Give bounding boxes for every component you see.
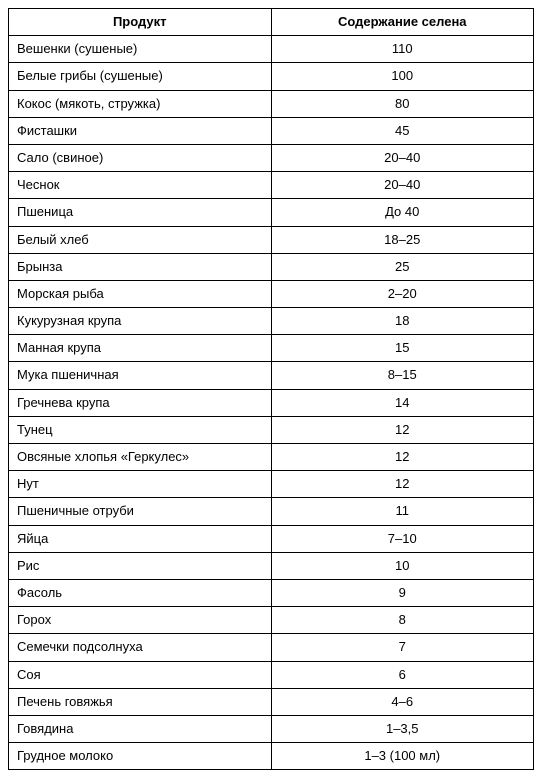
cell-value: 25 (271, 253, 534, 280)
cell-product: Сало (свиное) (9, 144, 272, 171)
table-row: Рис10 (9, 552, 534, 579)
cell-product: Морская рыба (9, 280, 272, 307)
cell-value: 80 (271, 90, 534, 117)
table-body: Вешенки (сушеные)110Белые грибы (сушеные… (9, 36, 534, 770)
table-row: Сало (свиное)20–40 (9, 144, 534, 171)
table-row: Нут12 (9, 471, 534, 498)
cell-product: Рис (9, 552, 272, 579)
table-row: Морская рыба2–20 (9, 280, 534, 307)
table-row: Грудное молоко1–3 (100 мл) (9, 743, 534, 770)
table-row: Тунец12 (9, 416, 534, 443)
cell-product: Фасоль (9, 579, 272, 606)
cell-product: Яйца (9, 525, 272, 552)
cell-product: Кокос (мякоть, стружка) (9, 90, 272, 117)
table-row: Белый хлеб18–25 (9, 226, 534, 253)
table-row: Чеснок20–40 (9, 172, 534, 199)
cell-value: 11 (271, 498, 534, 525)
cell-product: Пшеничные отруби (9, 498, 272, 525)
cell-value: 7 (271, 634, 534, 661)
cell-value: 7–10 (271, 525, 534, 552)
cell-product: Чеснок (9, 172, 272, 199)
cell-value: 20–40 (271, 172, 534, 199)
cell-value: 15 (271, 335, 534, 362)
cell-product: Тунец (9, 416, 272, 443)
selenium-content-table: Продукт Содержание селена Вешенки (сушен… (8, 8, 534, 770)
cell-value: 8–15 (271, 362, 534, 389)
cell-product: Белый хлеб (9, 226, 272, 253)
cell-product: Горох (9, 607, 272, 634)
cell-product: Овсяные хлопья «Геркулес» (9, 444, 272, 471)
table-row: Печень говяжья4–6 (9, 688, 534, 715)
cell-value: 6 (271, 661, 534, 688)
cell-value: 100 (271, 63, 534, 90)
table-row: Кукурузная крупа18 (9, 308, 534, 335)
cell-product: Белые грибы (сушеные) (9, 63, 272, 90)
cell-product: Брынза (9, 253, 272, 280)
table-row: Горох8 (9, 607, 534, 634)
cell-product: Нут (9, 471, 272, 498)
table-row: Мука пшеничная8–15 (9, 362, 534, 389)
table-row: Гречнева крупа14 (9, 389, 534, 416)
table-row: Овсяные хлопья «Геркулес»12 (9, 444, 534, 471)
table-row: Соя6 (9, 661, 534, 688)
table-row: Фисташки45 (9, 117, 534, 144)
table-row: ПшеницаДо 40 (9, 199, 534, 226)
cell-value: До 40 (271, 199, 534, 226)
cell-product: Вешенки (сушеные) (9, 36, 272, 63)
cell-value: 12 (271, 471, 534, 498)
cell-value: 12 (271, 416, 534, 443)
table-row: Семечки подсолнуха7 (9, 634, 534, 661)
cell-value: 45 (271, 117, 534, 144)
cell-value: 1–3,5 (271, 715, 534, 742)
cell-value: 1–3 (100 мл) (271, 743, 534, 770)
table-row: Говядина1–3,5 (9, 715, 534, 742)
column-header-product: Продукт (9, 9, 272, 36)
cell-product: Соя (9, 661, 272, 688)
cell-value: 9 (271, 579, 534, 606)
table-row: Белые грибы (сушеные)100 (9, 63, 534, 90)
cell-value: 110 (271, 36, 534, 63)
cell-product: Пшеница (9, 199, 272, 226)
cell-value: 12 (271, 444, 534, 471)
cell-value: 20–40 (271, 144, 534, 171)
table-header-row: Продукт Содержание селена (9, 9, 534, 36)
cell-value: 8 (271, 607, 534, 634)
table-row: Вешенки (сушеные)110 (9, 36, 534, 63)
cell-product: Печень говяжья (9, 688, 272, 715)
table-row: Пшеничные отруби11 (9, 498, 534, 525)
cell-value: 14 (271, 389, 534, 416)
cell-product: Кукурузная крупа (9, 308, 272, 335)
cell-value: 2–20 (271, 280, 534, 307)
table-row: Брынза25 (9, 253, 534, 280)
column-header-value: Содержание селена (271, 9, 534, 36)
cell-product: Манная крупа (9, 335, 272, 362)
table-row: Кокос (мякоть, стружка)80 (9, 90, 534, 117)
cell-value: 18 (271, 308, 534, 335)
table-row: Манная крупа15 (9, 335, 534, 362)
cell-product: Грудное молоко (9, 743, 272, 770)
cell-product: Гречнева крупа (9, 389, 272, 416)
cell-product: Мука пшеничная (9, 362, 272, 389)
cell-value: 10 (271, 552, 534, 579)
cell-value: 18–25 (271, 226, 534, 253)
table-row: Яйца7–10 (9, 525, 534, 552)
cell-product: Говядина (9, 715, 272, 742)
cell-value: 4–6 (271, 688, 534, 715)
cell-product: Семечки подсолнуха (9, 634, 272, 661)
cell-product: Фисташки (9, 117, 272, 144)
table-row: Фасоль9 (9, 579, 534, 606)
